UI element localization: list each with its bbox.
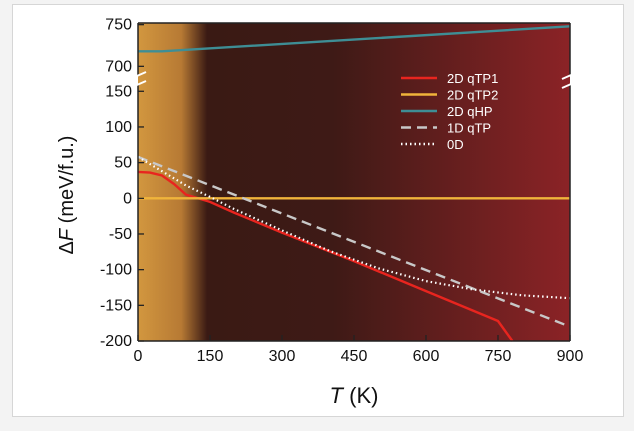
y-tick-label-lower-0: -200 (100, 333, 132, 350)
y-tick-label-lower-4: 0 (123, 190, 132, 207)
axis-break-mark-0b (129, 80, 147, 89)
y-tick-label-lower-7: 150 (105, 83, 132, 100)
x-tick-label-4: 600 (413, 348, 440, 365)
series-line-3 (137, 155, 571, 328)
y-axis-label-symbol: F (56, 227, 78, 241)
legend-label-1: 2D qTP2 (447, 88, 498, 103)
series-line-0 (137, 170, 514, 342)
series-line-2 (138, 25, 571, 53)
legend-label-4: 0D (447, 137, 464, 152)
y-tick-label-lower-2: -100 (100, 262, 132, 279)
y-axis-label-unit: (meV/f.u.) (56, 136, 78, 229)
legend-label-2: 2D qHP (447, 104, 493, 119)
x-tick-label-6: 900 (557, 348, 584, 365)
y-tick-label-upper-0: 700 (105, 58, 132, 75)
x-tick-label-3: 450 (341, 348, 368, 365)
x-axis-label-symbol: T (330, 383, 345, 408)
y-tick-label-lower-1: -150 (100, 297, 132, 314)
y-axis-label-delta: Δ (56, 241, 78, 254)
series-layer (137, 25, 571, 342)
legend-label-0: 2D qTP1 (447, 71, 498, 86)
y-tick-label-lower-5: 50 (114, 155, 132, 172)
figure-frame: 2D qTP1 2D qTP2 2D qHP 1D qTP 0D 0 150 300 450 6… (12, 4, 624, 417)
legend-label-3: 1D qTP (447, 121, 491, 136)
x-axis-label-unit: (K) (343, 383, 378, 408)
x-tick-label-2: 300 (269, 348, 296, 365)
y-tick-label-upper-1: 750 (105, 17, 132, 34)
x-axis-label: T (K) (330, 383, 379, 408)
axis-break-mark-1b (561, 80, 579, 89)
y-tick-label-lower-6: 100 (105, 119, 132, 136)
x-tick-label-1: 150 (197, 348, 224, 365)
axes: 0 150 300 450 600 750 900 -200 -150 -100 -50 0 50 100… (100, 17, 583, 365)
plot-background (138, 23, 570, 341)
x-tick-label-5: 750 (485, 348, 512, 365)
axis-break-mark-0a (129, 71, 147, 80)
y-tick-label-lower-3: -50 (109, 226, 132, 243)
x-tick-label-0: 0 (134, 348, 143, 365)
y-axis-label: ΔF (meV/f.u.) (56, 136, 78, 255)
axis-break-mark-1a (561, 71, 579, 80)
